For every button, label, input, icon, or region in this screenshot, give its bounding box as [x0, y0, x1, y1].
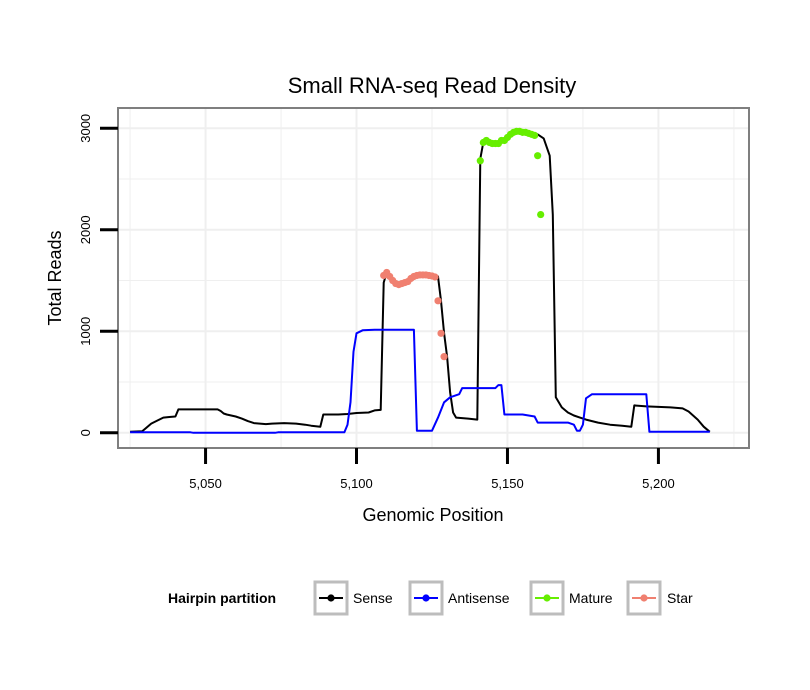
x-axis-title: Genomic Position	[362, 505, 503, 525]
data-point-star	[431, 273, 439, 281]
data-point-star	[434, 297, 442, 305]
legend-key-mature	[529, 580, 565, 616]
series-layer	[130, 127, 711, 434]
data-point-mature	[531, 131, 539, 140]
legend-label-star: Star	[667, 590, 693, 606]
legend-key-point	[640, 594, 648, 602]
grid	[118, 108, 749, 448]
x-tick-label: 5,150	[491, 476, 524, 491]
y-tick-label: 3000	[78, 114, 93, 143]
data-point-star	[440, 353, 448, 361]
data-point-mature	[537, 210, 545, 219]
legend-title: Hairpin partition	[168, 590, 276, 606]
legend-key-point	[327, 594, 335, 602]
y-axis-title: Total Reads	[45, 230, 65, 325]
x-tick-label: 5,100	[340, 476, 373, 491]
legend-key-sense	[313, 580, 349, 616]
y-tick-label: 2000	[78, 215, 93, 244]
y-tick-label: 0	[78, 429, 93, 436]
legend-key-point	[422, 594, 430, 602]
data-point-star	[437, 329, 445, 337]
legend-label-mature: Mature	[569, 590, 613, 606]
legend-key-point	[543, 594, 551, 602]
x-tick-label: 5,200	[642, 476, 675, 491]
chart-title: Small RNA-seq Read Density	[288, 73, 577, 98]
y-tick-label: 1000	[78, 317, 93, 346]
legend-key-star	[626, 580, 662, 616]
series-line-antisense	[130, 328, 710, 434]
legend-key-antisense	[408, 580, 444, 616]
data-point-mature	[534, 152, 542, 160]
plot-frame	[117, 107, 750, 449]
legend-label-antisense: Antisense	[448, 590, 510, 606]
x-axis: 5,050 5,100 5,150 5,200	[189, 448, 675, 491]
x-tick-label: 5,050	[189, 476, 222, 491]
legend: Hairpin partition Sense Antisense Mature St…	[168, 580, 693, 616]
legend-label-sense: Sense	[353, 590, 393, 606]
data-point-mature	[476, 157, 484, 165]
y-axis: 0 1000 2000 3000	[78, 114, 118, 436]
